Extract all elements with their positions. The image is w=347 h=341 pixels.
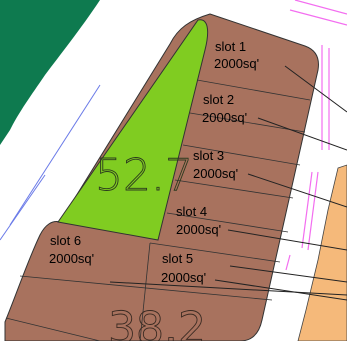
plot-name: slot 5 [162, 251, 193, 266]
plot-slot-3[interactable]: slot 3 2000sq' [193, 148, 238, 181]
plot-area: 2000sq' [161, 270, 206, 285]
plot-name: slot 1 [215, 39, 246, 54]
plot-slot-5[interactable]: slot 5 2000sq' [161, 251, 206, 285]
plot-name: slot 2 [203, 92, 234, 107]
plot-area: 2000sq' [193, 166, 238, 181]
plot-slot-6[interactable]: slot 6 2000sq' [49, 233, 94, 266]
plot-name: slot 3 [193, 148, 224, 163]
orange-parcel [297, 164, 347, 341]
plot-dividers [5, 79, 311, 341]
dark-green-parcel [0, 0, 100, 145]
magenta-line [285, 254, 291, 271]
road-line [0, 174, 46, 241]
green-parcel [57, 19, 209, 241]
magenta-line [294, 0, 347, 15]
plot-name: slot 6 [50, 233, 81, 248]
plot-slot-4[interactable]: slot 4 2000sq' [176, 204, 221, 237]
plot-name: slot 4 [176, 204, 207, 219]
road-line [9, 84, 101, 226]
callout-lines [109, 65, 347, 301]
plot-slot-2[interactable]: slot 2 2000sq' [202, 92, 247, 125]
plot-area: 2000sq' [49, 251, 94, 266]
plot-area: 2000sq' [176, 222, 221, 237]
magenta-line [301, 171, 313, 249]
plot-slot-1[interactable]: slot 1 2000sq' [214, 39, 259, 71]
magenta-line [289, 9, 347, 26]
plot-area: 2000sq' [214, 56, 259, 71]
magenta-line [307, 171, 319, 251]
area-number-bottom: 38.2 [108, 303, 206, 341]
area-number-green: 52.7 [95, 150, 193, 201]
plot-area: 2000sq' [202, 110, 247, 125]
